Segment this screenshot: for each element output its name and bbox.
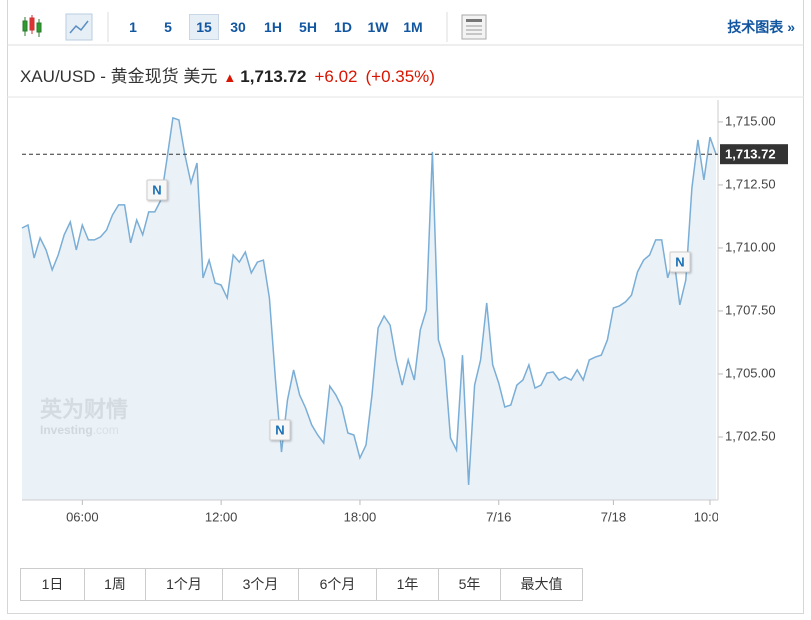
frame — [7, 0, 804, 614]
tech-chart-link[interactable]: 技术图表 » — [727, 19, 795, 35]
range-button[interactable]: 1日 — [21, 569, 85, 600]
price-line — [21, 116, 717, 485]
range-button[interactable]: 1个月 — [146, 569, 223, 600]
range-button[interactable]: 5年 — [439, 569, 501, 600]
quote-header: XAU/USD - 黄金现货 美元 ▲ 1,713.72 +6.02 (+0.35%) — [20, 62, 435, 87]
news-marker-label: N — [275, 422, 284, 437]
news-marker-label: N — [675, 254, 684, 269]
last-price-label: 1,713.72 — [725, 147, 776, 162]
interval-button[interactable]: 1D — [334, 19, 352, 35]
last-price-box — [720, 144, 788, 165]
interval-button[interactable]: 1H — [264, 19, 282, 35]
y-tick-label: 1,707.50 — [725, 302, 776, 317]
line-icon[interactable] — [65, 13, 93, 41]
x-tick-label: 7/16 — [486, 509, 511, 524]
news-marker[interactable] — [146, 179, 168, 201]
line-icon-glyph — [69, 20, 89, 34]
range-button[interactable]: 最大值 — [520, 576, 563, 592]
interval-button[interactable]: 5 — [164, 19, 172, 35]
area-fill — [22, 117, 716, 501]
up-arrow: ▲ — [223, 70, 237, 85]
x-tick-label: 18:00 — [344, 509, 377, 524]
news-marker[interactable] — [269, 419, 291, 441]
y-tick-label: 1,705.00 — [725, 365, 776, 380]
symbol: XAU/USD - 黄金现货 美元 — [20, 67, 218, 86]
candle-icon — [22, 15, 42, 37]
range-button[interactable]: 1周 — [85, 569, 146, 600]
interval-button[interactable]: 5H — [299, 19, 317, 35]
news-marker[interactable] — [669, 251, 691, 273]
range-button[interactable]: 1年 — [377, 569, 439, 600]
interval-button[interactable]: 1M — [403, 19, 423, 35]
change: +6.02 — [314, 67, 358, 86]
y-tick-label: 1,702.50 — [725, 428, 776, 443]
x-tick-label: 06:00 — [66, 509, 99, 524]
x-tick-label: 7/18 — [601, 509, 626, 524]
x-tick-label: 10:00 — [694, 509, 727, 524]
range-button[interactable]: 3个月 — [223, 569, 299, 600]
interval-button[interactable]: 30 — [230, 19, 246, 35]
x-tick-label: 12:00 — [205, 509, 238, 524]
range-button[interactable]: 6个月 — [299, 569, 377, 600]
interval-button[interactable]: 1 — [129, 19, 137, 35]
y-tick-label: 1,712.50 — [725, 176, 776, 191]
news-marker-label: N — [152, 182, 161, 197]
range-bar: 1日 1周 1个月 3个月 6个月 1年 5年 最大值 — [20, 568, 583, 601]
interval-button[interactable]: 15 — [189, 14, 219, 40]
change-percent: (+0.35%) — [365, 67, 435, 86]
price: 1,713.72 — [240, 67, 307, 86]
x-axis-labels: 06:00 12:00 18:00 7/16 7/18 10:00 — [66, 500, 727, 524]
y-tick-label: 1,715.00 — [725, 113, 776, 128]
interval-button[interactable]: 1W — [367, 19, 389, 35]
y-tick-label: 1,710.00 — [725, 239, 776, 254]
table-icon[interactable] — [461, 14, 487, 40]
